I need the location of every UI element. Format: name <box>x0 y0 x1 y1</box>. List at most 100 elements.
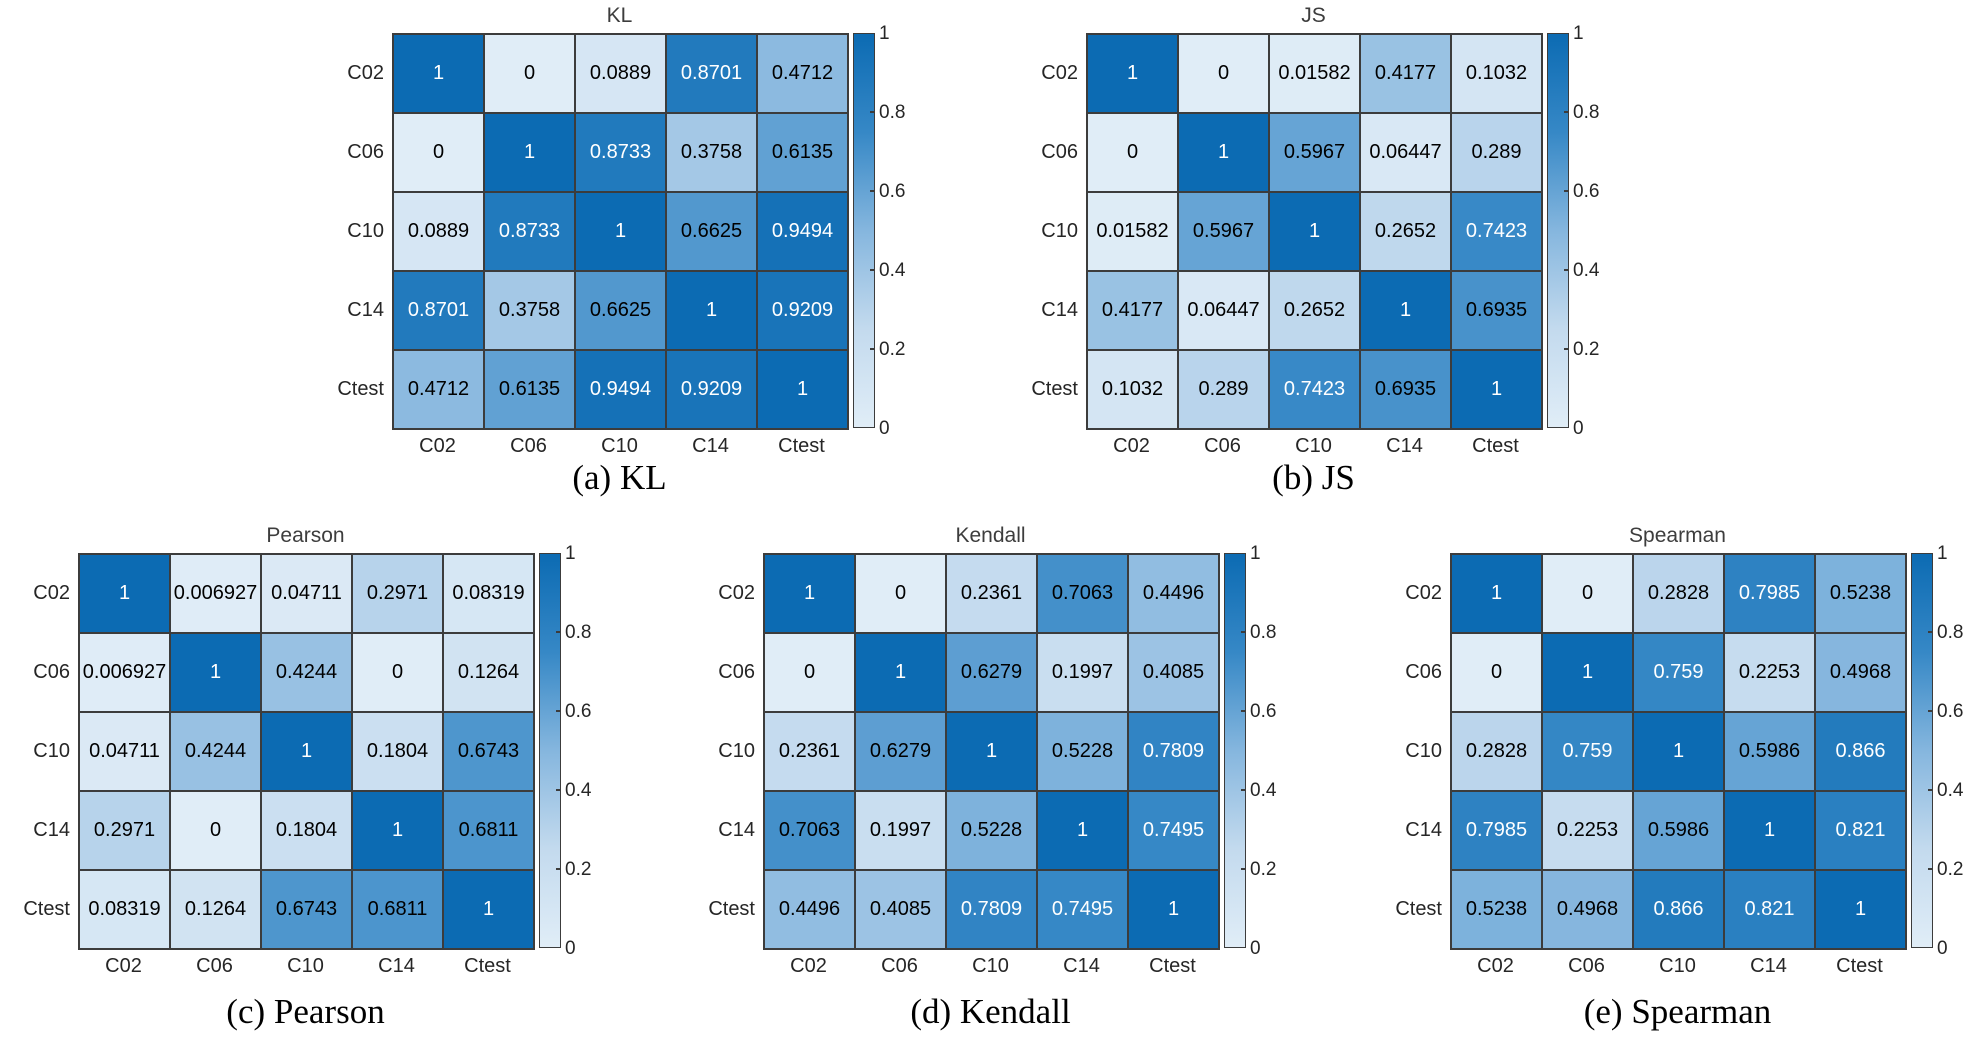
x-axis-label: Ctest <box>778 435 825 457</box>
heatmap-title-pearson: Pearson <box>266 524 345 547</box>
heatmap-cell: 0.7423 <box>1269 350 1360 429</box>
colorbar-tick <box>1241 868 1246 870</box>
y-axis-label: Ctest <box>1395 897 1442 920</box>
y-axis-label: C02 <box>1405 581 1442 604</box>
colorbar-tick-label: 0 <box>1250 938 1261 959</box>
colorbar-tick <box>1241 631 1246 633</box>
heatmap-cell: 1 <box>1269 192 1360 271</box>
colorbar-tick <box>556 631 561 633</box>
colorbar-tick <box>1564 348 1569 350</box>
heatmap-cell: 0.3758 <box>666 113 757 192</box>
heatmap-cell: 0.4712 <box>757 34 848 113</box>
heatmap-cell: 0.1264 <box>443 633 534 712</box>
colorbar-spearman <box>1911 553 1933 948</box>
heatmap-cell: 0.8733 <box>484 192 575 271</box>
heatmap-cell: 1 <box>1037 791 1128 870</box>
colorbar-tick <box>556 868 561 870</box>
x-axis-label: C02 <box>790 955 827 977</box>
heatmap-cell: 1 <box>1633 712 1724 791</box>
heatmap-cell: 1 <box>1360 271 1451 350</box>
heatmap-cell: 0.7495 <box>1037 870 1128 949</box>
heatmap-cell: 0.8701 <box>666 34 757 113</box>
heatmap-grid-kl: 1 0 0.0889 0.8701 0.4712 0 1 0.8733 0.3758 0.6135… <box>392 33 849 430</box>
heatmap-cell: 0.1264 <box>170 870 261 949</box>
heatmap-cell: 0.6279 <box>855 712 946 791</box>
heatmap-cell: 0.1804 <box>261 791 352 870</box>
colorbar-tick-label: 0.8 <box>565 622 592 643</box>
heatmap-cell: 0.5967 <box>1178 192 1269 271</box>
heatmap-cell: 0.7985 <box>1724 554 1815 633</box>
colorbar-tick-label: 0.8 <box>879 102 906 123</box>
heatmap-cell: 1 <box>1542 633 1633 712</box>
colorbar-tick-label: 0.6 <box>879 181 906 202</box>
x-axis-label: Ctest <box>464 955 511 977</box>
colorbar-js <box>1547 33 1569 428</box>
heatmap-cell: 0.0889 <box>393 192 484 271</box>
heatmap-cell: 0 <box>393 113 484 192</box>
y-axis-label: C06 <box>718 660 755 683</box>
heatmap-cell: 0.4496 <box>1128 554 1219 633</box>
heatmap-cell: 0.1032 <box>1451 34 1542 113</box>
heatmap-grid-spearman: 1 0 0.2828 0.7985 0.5238 0 1 0.759 0.2253 0.4968 0… <box>1450 553 1907 950</box>
heatmap-grid-js: 1 0 0.01582 0.4177 0.1032 0 1 0.5967 0.06447 0.28… <box>1086 33 1543 430</box>
x-axis-label: Ctest <box>1836 955 1883 977</box>
heatmap-cell: 0 <box>1087 113 1178 192</box>
heatmap-cell: 1 <box>79 554 170 633</box>
y-axis-label: C02 <box>33 581 70 604</box>
heatmap-cell: 0 <box>764 633 855 712</box>
heatmap-cell: 0.5238 <box>1815 554 1906 633</box>
y-axis-label: Ctest <box>1031 377 1078 400</box>
heatmap-cell: 0.2971 <box>79 791 170 870</box>
colorbar-tick <box>556 789 561 791</box>
y-axis-label: C02 <box>718 581 755 604</box>
y-axis-label: C06 <box>1405 660 1442 683</box>
colorbar-tick <box>870 348 875 350</box>
heatmap-cell: 0.0889 <box>575 34 666 113</box>
heatmap-cell: 1 <box>1128 870 1219 949</box>
heatmap-cell: 0.289 <box>1451 113 1542 192</box>
colorbar-tick <box>1564 269 1569 271</box>
heatmap-cell: 0.6935 <box>1360 350 1451 429</box>
y-axis-label: C06 <box>347 140 384 163</box>
colorbar-tick-label: 1 <box>1937 543 1948 564</box>
colorbar-tick-label: 0.2 <box>1250 859 1277 880</box>
colorbar-tick-label: 0.2 <box>1937 859 1964 880</box>
x-axis-label: C02 <box>1113 435 1150 457</box>
heatmap-cell: 0.4177 <box>1087 271 1178 350</box>
y-axis-label: C02 <box>347 61 384 84</box>
y-axis-label: C10 <box>1405 739 1442 762</box>
x-axis-label: Ctest <box>1149 955 1196 977</box>
colorbar-tick <box>1928 789 1933 791</box>
colorbar-tick-label: 1 <box>1573 23 1584 44</box>
heatmap-cell: 0.759 <box>1542 712 1633 791</box>
colorbar-tick-label: 0.4 <box>1250 780 1277 801</box>
heatmap-cell: 0.6743 <box>443 712 534 791</box>
heatmap-cell: 0.866 <box>1633 870 1724 949</box>
x-axis-label: C14 <box>1063 955 1100 977</box>
heatmap-cell: 0.1997 <box>855 791 946 870</box>
heatmap-cell: 0.821 <box>1815 791 1906 870</box>
heatmap-cell: 0.2652 <box>1360 192 1451 271</box>
heatmap-cell: 0.8733 <box>575 113 666 192</box>
heatmap-cell: 0.3758 <box>484 271 575 350</box>
heatmap-cell: 0.1804 <box>352 712 443 791</box>
heatmap-cell: 0 <box>855 554 946 633</box>
heatmap-cell: 0.2253 <box>1724 633 1815 712</box>
y-axis-label: C10 <box>718 739 755 762</box>
heatmap-cell: 1 <box>443 870 534 949</box>
figure-caption-pearson: (c) Pearson <box>226 992 385 1031</box>
colorbar-tick-label: 0.8 <box>1250 622 1277 643</box>
heatmap-cell: 0.7063 <box>764 791 855 870</box>
colorbar-tick <box>870 269 875 271</box>
heatmap-cell: 0.6135 <box>484 350 575 429</box>
heatmap-title-spearman: Spearman <box>1629 524 1726 547</box>
heatmap-cell: 1 <box>352 791 443 870</box>
colorbar-tick-label: 0.8 <box>1573 102 1600 123</box>
colorbar-tick <box>556 710 561 712</box>
heatmap-cell: 0.4085 <box>1128 633 1219 712</box>
figure-caption-kendall: (d) Kendall <box>910 992 1071 1031</box>
heatmap-cell: 0.7809 <box>1128 712 1219 791</box>
heatmap-cell: 1 <box>170 633 261 712</box>
x-axis-label: C06 <box>196 955 233 977</box>
heatmap-cell: 0.7495 <box>1128 791 1219 870</box>
